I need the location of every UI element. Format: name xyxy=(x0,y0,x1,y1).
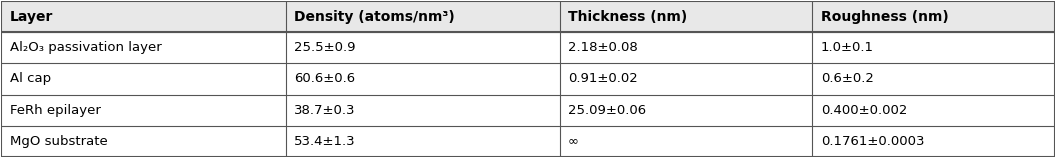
Text: FeRh epilayer: FeRh epilayer xyxy=(10,103,100,117)
Text: Layer: Layer xyxy=(10,10,53,24)
Text: ∞: ∞ xyxy=(568,135,579,148)
Text: Al cap: Al cap xyxy=(10,73,51,85)
Text: 38.7±0.3: 38.7±0.3 xyxy=(295,103,356,117)
Polygon shape xyxy=(1,1,286,32)
Text: 1.0±0.1: 1.0±0.1 xyxy=(821,41,873,55)
Text: 60.6±0.6: 60.6±0.6 xyxy=(295,73,355,85)
Polygon shape xyxy=(812,1,1055,32)
Polygon shape xyxy=(286,1,560,32)
Text: MgO substrate: MgO substrate xyxy=(10,135,108,148)
Text: Density (atoms/nm³): Density (atoms/nm³) xyxy=(295,10,455,24)
Text: Roughness (nm): Roughness (nm) xyxy=(821,10,948,24)
Text: 0.1761±0.0003: 0.1761±0.0003 xyxy=(821,135,924,148)
Text: Al₂O₃ passivation layer: Al₂O₃ passivation layer xyxy=(10,41,162,55)
Text: 0.6±0.2: 0.6±0.2 xyxy=(821,73,873,85)
Text: 25.5±0.9: 25.5±0.9 xyxy=(295,41,356,55)
Text: 0.91±0.02: 0.91±0.02 xyxy=(568,73,638,85)
Polygon shape xyxy=(560,1,812,32)
Text: 53.4±1.3: 53.4±1.3 xyxy=(295,135,356,148)
Text: 2.18±0.08: 2.18±0.08 xyxy=(568,41,638,55)
Text: 0.400±0.002: 0.400±0.002 xyxy=(821,103,907,117)
Text: 25.09±0.06: 25.09±0.06 xyxy=(568,103,646,117)
Text: Thickness (nm): Thickness (nm) xyxy=(568,10,687,24)
